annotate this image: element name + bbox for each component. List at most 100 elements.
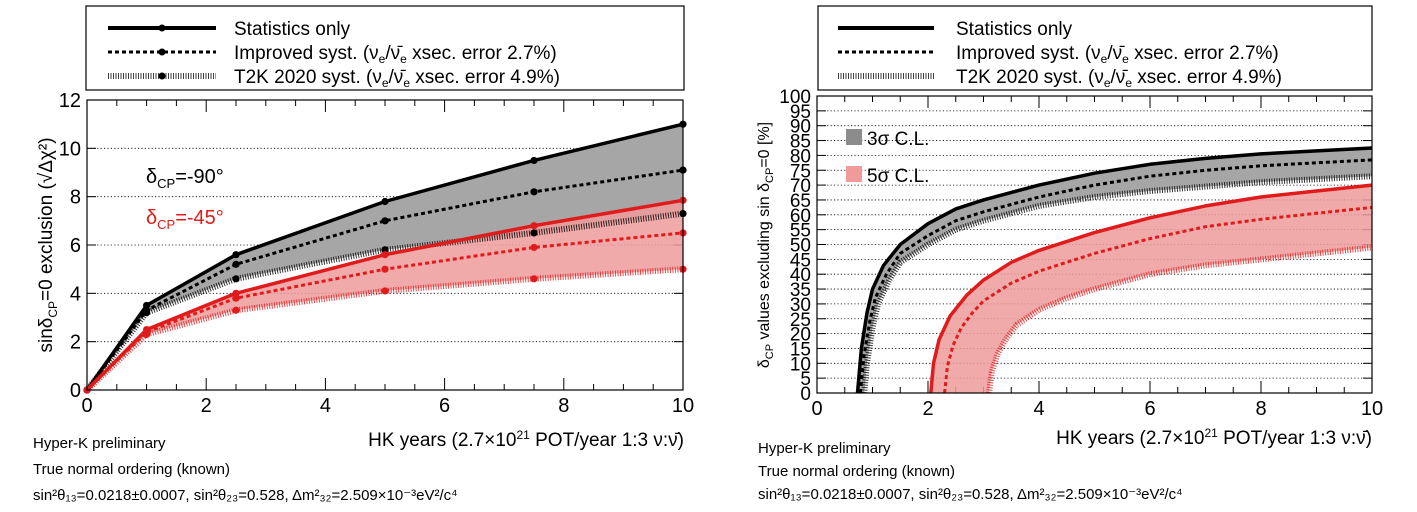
right-legend-entry-t2k: T2K 2020 syst. (νe/ν̄e xsec. error 4.9%)	[838, 67, 1282, 90]
x-tick-label: 8	[558, 395, 569, 417]
legend-marker	[158, 72, 166, 80]
y-tick-label: 25	[790, 310, 811, 331]
x-tick-label: 2	[201, 395, 212, 417]
legend-label-t2k: T2K 2020 syst. (νe/ν̄e xsec. error 4.9%)	[234, 67, 560, 90]
series-line-improved-black	[858, 158, 1373, 394]
band-legend-swatch-5sigma	[846, 166, 862, 182]
legend-label-stat: Statistics only	[234, 19, 351, 40]
right-plot-area: 0510152025303540455055606570758085909510…	[779, 87, 1383, 420]
y-tick-label: 80	[790, 146, 811, 167]
data-point	[232, 260, 240, 268]
y-tick-label: 10	[59, 138, 81, 160]
data-point	[530, 243, 538, 252]
x-tick-label: 4	[1033, 398, 1044, 420]
legend-label-stat: Statistics only	[956, 19, 1073, 40]
y-tick-label: 85	[790, 132, 811, 153]
y-tick-label: 12	[59, 90, 81, 112]
left-inline-label-45: δCP=-45°	[146, 207, 224, 232]
right-note-1: Hyper-K preliminary	[758, 440, 891, 457]
series-line-t2k2020-red	[84, 266, 684, 393]
data-point	[530, 275, 538, 283]
right-y-axis-label: δCP values excluding sin δCP=0 [%]	[756, 122, 776, 368]
y-tick-label: 10	[790, 354, 811, 375]
data-point	[232, 294, 240, 302]
y-tick-label: 4	[70, 283, 81, 305]
data-point	[530, 188, 538, 196]
y-tick-label: 15	[790, 339, 811, 360]
series-line-t2k2020-black	[84, 210, 684, 392]
left-inline-label-90: δCP=-90°	[146, 166, 224, 191]
left-legend-entry-improved: Improved syst. (νe/ν̄e xsec. error 2.7%)	[108, 43, 557, 66]
series-line-improved-black	[85, 168, 684, 391]
series-line-t2k2020-red	[986, 244, 1373, 394]
x-tick-label: 8	[1255, 398, 1266, 420]
y-tick-label: 45	[790, 250, 811, 271]
data-point	[530, 156, 538, 165]
x-tick-label: 0	[811, 398, 822, 420]
x-tick-label: 2	[922, 398, 933, 420]
y-tick-label: 30	[790, 295, 811, 316]
legend-label-improved: Improved syst. (νe/ν̄e xsec. error 2.7%)	[234, 43, 557, 66]
series-line-improved-red	[85, 231, 684, 392]
series-line-stat_only-black	[855, 146, 1373, 394]
y-tick-label: 100	[779, 87, 811, 108]
right-legend-box	[817, 5, 1373, 91]
data-point	[381, 265, 389, 273]
legend-marker	[158, 48, 166, 56]
right-panel: Statistics only Improved syst. (νe/ν̄e x…	[756, 5, 1383, 503]
left-note-3: sin²θ₁₃=0.0218±0.0007, sin²θ₂₃=0.528, Δm…	[33, 487, 458, 504]
left-note-2: True normal ordering (known)	[33, 461, 230, 478]
left-legend-entry-stat: Statistics only	[108, 19, 351, 40]
y-tick-label: 60	[790, 206, 811, 227]
legend-label-t2k: T2K 2020 syst. (νe/ν̄e xsec. error 4.9%)	[956, 67, 1282, 90]
y-tick-label: 6	[70, 235, 81, 257]
y-tick-label: 20	[790, 325, 811, 346]
band-legend-label-5sigma: 5σ C.L.	[867, 166, 929, 187]
plot-frame	[816, 95, 1373, 394]
left-note-1: Hyper-K preliminary	[33, 435, 166, 452]
left-y-axis-label: sinδCP=0 exclusion (√Δχ²)	[36, 137, 60, 352]
series-line-t2k2020-black	[861, 173, 1373, 394]
plot-frame	[86, 99, 684, 391]
data-point	[381, 287, 389, 295]
right-legend-entry-stat: Statistics only	[838, 19, 1073, 40]
y-tick-label: 0	[800, 384, 811, 405]
x-tick-label: 4	[320, 395, 331, 417]
y-tick-label: 90	[790, 117, 811, 138]
data-point	[232, 275, 240, 283]
data-point	[530, 229, 538, 237]
data-point	[143, 309, 151, 317]
y-tick-label: 95	[790, 102, 811, 123]
y-tick-label: 70	[790, 176, 811, 197]
band-legend-swatch-3sigma	[846, 129, 862, 145]
y-tick-label: 75	[790, 161, 811, 182]
y-tick-label: 35	[790, 280, 811, 301]
y-tick-label: 65	[790, 191, 811, 212]
right-note-3: sin²θ₁₃=0.0218±0.0007, sin²θ₂₃=0.528, Δm…	[758, 486, 1183, 503]
right-legend-entry-improved: Improved syst. (νe/ν̄e xsec. error 2.7%)	[838, 43, 1279, 66]
legend-label-improved: Improved syst. (νe/ν̄e xsec. error 2.7%)	[956, 43, 1279, 66]
band-red	[930, 185, 1372, 393]
x-tick-label: 10	[1361, 398, 1383, 420]
x-tick-label: 6	[439, 395, 450, 417]
y-tick-label: 50	[790, 236, 811, 257]
series-line-stat_only-red	[929, 183, 1373, 394]
data-point	[530, 222, 538, 230]
series-line-improved-red	[943, 205, 1373, 394]
y-tick-label: 2	[70, 332, 81, 354]
x-tick-label: 6	[1144, 398, 1155, 420]
band-black	[857, 148, 1372, 393]
right-x-axis-label: HK years (2.7×1021 POT/year 1:3 ν:ν̄)	[1056, 426, 1372, 449]
right-note-2: True normal ordering (known)	[758, 463, 955, 480]
x-tick-label: 10	[672, 395, 694, 417]
data-point	[381, 197, 389, 206]
left-x-axis-label: HK years (2.7×1021 POT/year 1:3 ν:ν̄)	[368, 428, 684, 451]
band-legend-label-3sigma: 3σ C.L.	[867, 129, 929, 150]
legend-marker	[158, 24, 166, 32]
data-point	[143, 330, 151, 339]
band-legend: 3σ C.L. 5σ C.L.	[846, 129, 929, 187]
x-tick-label: 0	[81, 395, 92, 417]
data-point	[232, 306, 240, 314]
y-tick-label: 5	[800, 369, 811, 390]
